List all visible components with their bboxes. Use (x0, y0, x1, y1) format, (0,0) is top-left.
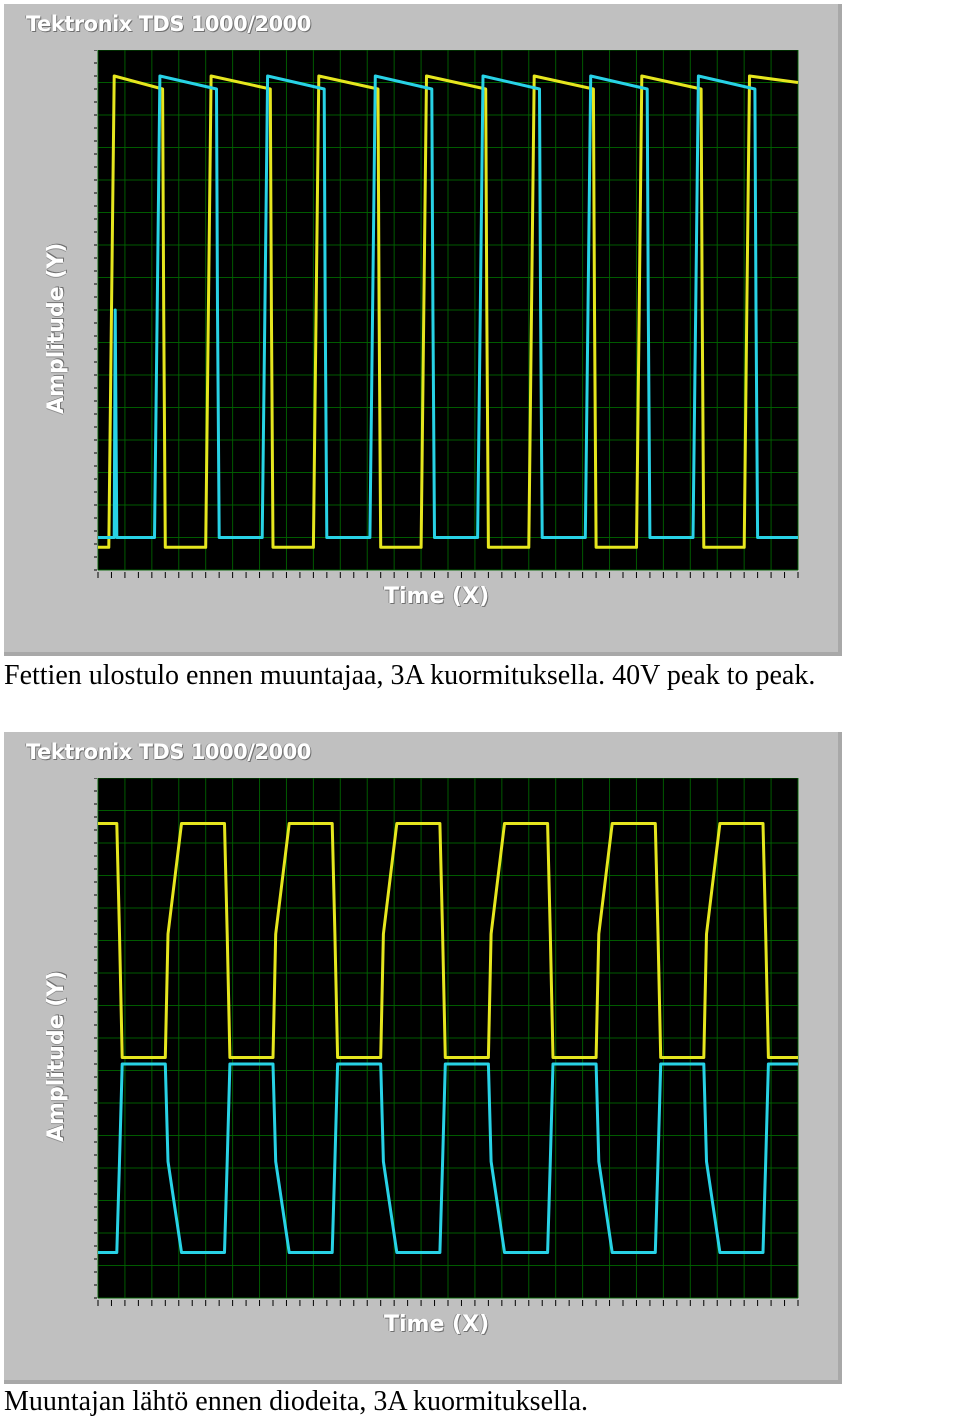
trace-cyan (98, 74, 798, 539)
scope-plot-bottom (94, 778, 799, 1306)
scope-title-bottom: Tektronix TDS 1000/2000 (26, 740, 311, 764)
caption-top: Fettien ulostulo ennen muuntajaa, 3A kuo… (4, 660, 816, 691)
x-axis-label-bottom: Time (X) (384, 1312, 490, 1337)
trace-yellow (98, 74, 799, 549)
scope-title-top: Tektronix TDS 1000/2000 (26, 12, 311, 36)
trace-cyan (98, 1062, 798, 1254)
y-axis-label-top: Amplitude (Y) (44, 242, 69, 414)
scope-window-bottom: Tektronix TDS 1000/2000 Amplitude (Y) Ti… (4, 732, 842, 1384)
y-axis-label-bottom: Amplitude (Y) (44, 970, 69, 1142)
x-axis-label-top: Time (X) (384, 584, 490, 609)
trace-yellow (98, 822, 798, 1059)
caption-bottom: Muuntajan lähtö ennen diodeita, 3A kuorm… (4, 1386, 588, 1417)
scope-window-top: Tektronix TDS 1000/2000 Amplitude (Y) Ti… (4, 4, 842, 656)
scope-plot-top (94, 50, 799, 578)
